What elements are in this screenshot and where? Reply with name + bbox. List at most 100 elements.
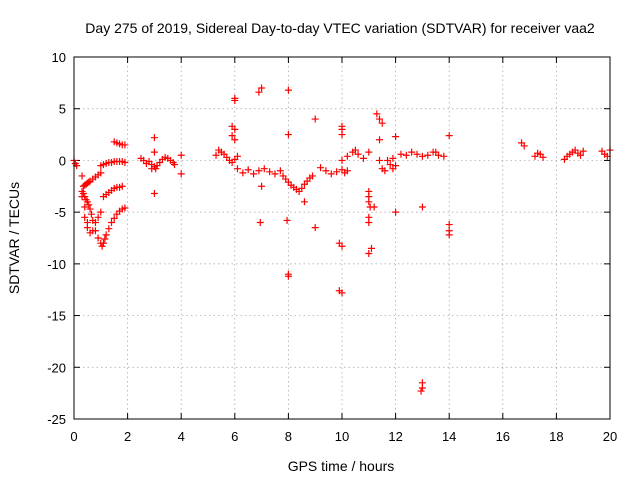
x-tick-label: 20 [603,429,617,444]
data-point [228,132,236,140]
data-point [121,204,129,212]
data-point [81,203,89,211]
data-point [577,151,585,159]
x-tick-label: 4 [178,429,185,444]
x-tick-label: 10 [335,429,349,444]
data-point [365,148,373,156]
data-point [365,218,373,226]
data-point [338,289,346,297]
data-point [256,218,264,226]
data-point [231,136,239,144]
data-point [365,250,373,258]
data-point [327,170,335,178]
data-point [283,216,291,224]
data-point [81,193,89,201]
data-point [150,190,158,198]
data-point [298,184,306,192]
grid-lines [74,57,610,419]
data-point [413,150,421,158]
data-point [384,156,392,164]
y-tick-label: -15 [47,309,66,324]
data-point [338,156,346,164]
data-point [150,134,158,142]
data-point [87,210,95,218]
data-point [338,242,346,250]
y-axis-label: SDTVAR / TECUs [6,182,22,294]
data-point [271,170,279,178]
data-point [354,150,362,158]
data-point [417,387,425,395]
data-point [376,115,384,123]
x-tick-label: 18 [549,429,563,444]
data-point [338,131,346,139]
data-point [233,152,241,160]
data-point [85,178,93,186]
x-tick-label: 14 [442,429,456,444]
x-tick-labels: 0 2 4 6 8 10 12 14 16 18 20 [70,429,617,444]
data-point [121,141,129,149]
data-point [276,167,284,175]
x-tick-label: 2 [124,429,131,444]
data-point [311,224,319,232]
data-point [105,225,113,233]
data-point [300,198,308,206]
data-point [94,234,102,242]
data-point [150,148,158,156]
data-point [255,167,263,175]
data-point [359,154,367,162]
data-point [99,239,107,247]
data-point [373,110,381,118]
data-point [333,168,341,176]
data-point [378,119,386,127]
chart-title: Day 275 of 2019, Sidereal Day-to-day VTE… [85,20,595,36]
data-point [392,133,400,141]
data-point [91,227,99,235]
data-point [418,152,426,160]
data-point [94,213,102,221]
data-point [389,165,397,173]
y-tick-label: 0 [59,153,66,168]
data-point [101,235,109,243]
data-point [284,272,292,280]
y-tick-label: -20 [47,360,66,375]
data-point [376,136,384,144]
data-point [367,244,375,252]
x-tick-label: 8 [285,429,292,444]
data-point [520,142,528,150]
data-point [85,201,93,209]
x-tick-label: 12 [388,429,402,444]
data-point [212,151,220,159]
data-point [284,131,292,139]
y-tick-labels: -25 -20 -15 -10 -5 0 5 10 [47,50,66,427]
data-point [365,198,373,206]
data-point [78,172,86,180]
data-point [233,165,241,173]
data-point [309,172,317,180]
data-point [445,231,453,239]
data-point [231,125,239,133]
data-point [381,167,389,175]
data-point [418,384,426,392]
data-point [108,218,116,226]
data-point [440,152,448,160]
data-point [258,182,266,190]
data-point [539,153,547,161]
data-point [389,154,397,162]
data-point [579,147,587,155]
data-point [118,182,126,190]
data-point [83,198,91,206]
data-point [266,168,274,176]
data-point [177,170,185,178]
data-point [148,165,156,173]
data-point [255,88,263,96]
data-point [89,216,97,224]
data-point [98,242,106,250]
data-point [343,167,351,175]
data-point [376,156,384,164]
data-point [445,221,453,229]
data-point [258,84,266,92]
x-axis-label: GPS time / hours [288,458,395,474]
plot-frame [73,56,611,420]
data-point [81,213,89,221]
